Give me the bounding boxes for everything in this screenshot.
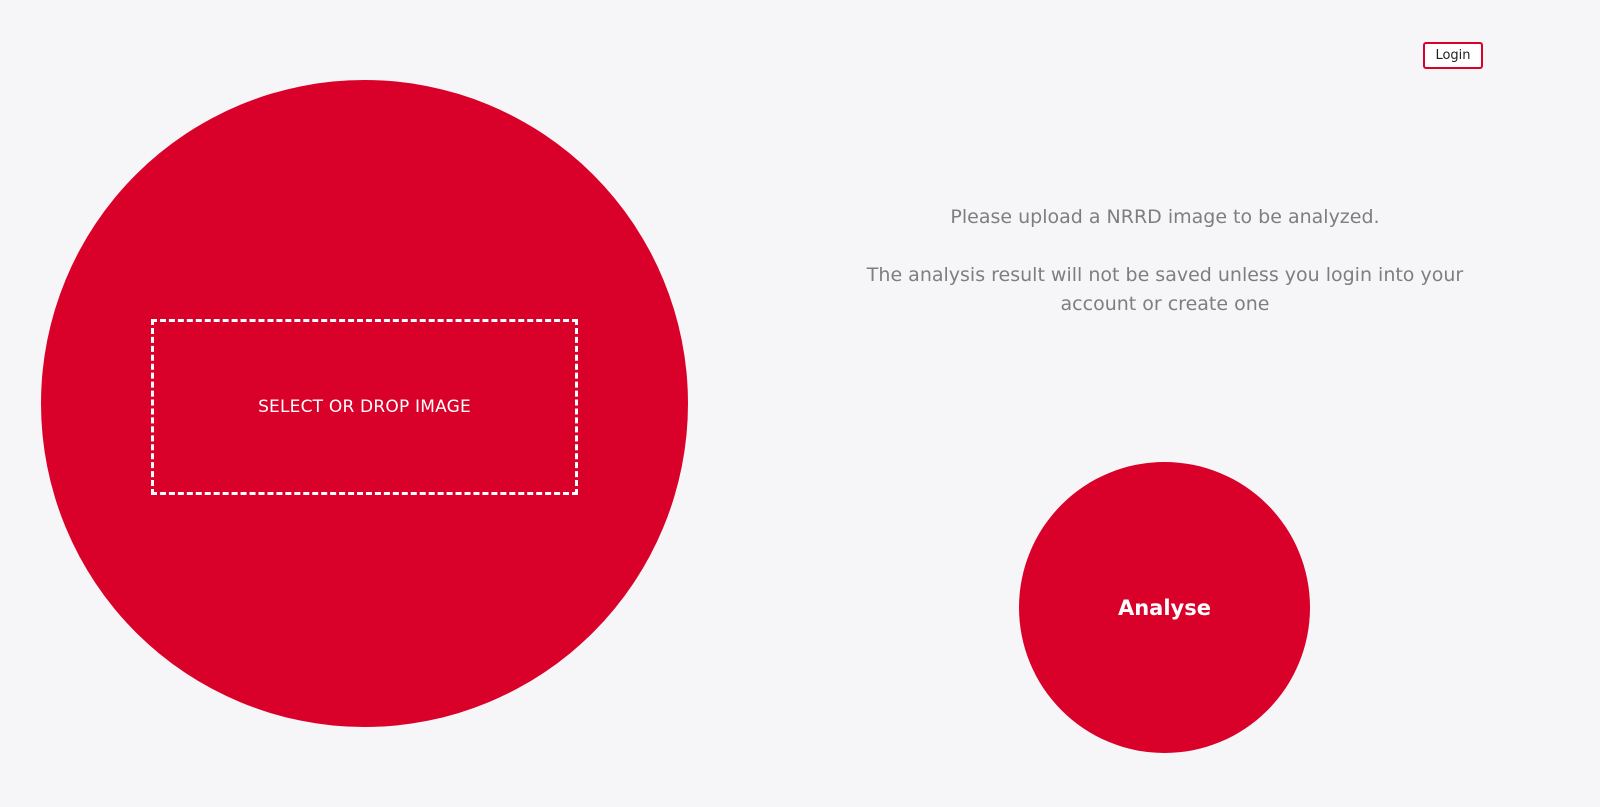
drop-zone-label: SELECT OR DROP IMAGE bbox=[258, 397, 471, 417]
image-drop-zone[interactable]: SELECT OR DROP IMAGE bbox=[151, 319, 578, 495]
login-button[interactable]: Login bbox=[1423, 42, 1483, 69]
upload-instruction-text: Please upload a NRRD image to be analyze… bbox=[950, 206, 1380, 228]
save-notice-text: The analysis result will not be saved un… bbox=[866, 264, 1464, 315]
upload-circle bbox=[41, 80, 688, 727]
analyse-button[interactable]: Analyse bbox=[1019, 462, 1310, 753]
